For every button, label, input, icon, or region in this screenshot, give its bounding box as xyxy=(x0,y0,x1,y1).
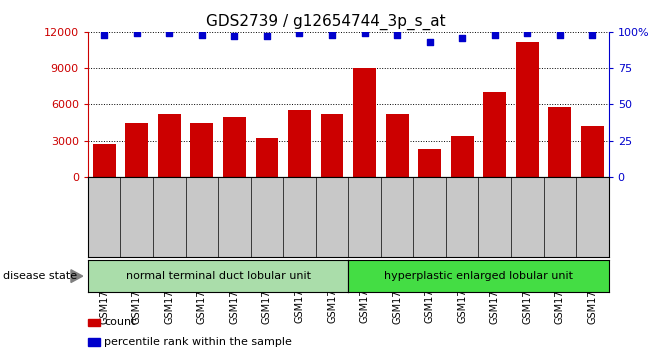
Bar xyxy=(581,126,604,177)
Point xyxy=(490,32,500,38)
Text: GDS2739 / g12654744_3p_s_at: GDS2739 / g12654744_3p_s_at xyxy=(206,14,445,30)
Bar xyxy=(321,114,344,177)
Point xyxy=(164,30,174,36)
Point xyxy=(197,32,207,38)
Point xyxy=(392,32,402,38)
Point xyxy=(424,39,435,45)
Point xyxy=(229,33,240,39)
Bar xyxy=(191,122,214,177)
Text: count: count xyxy=(104,317,135,327)
Bar xyxy=(88,338,100,346)
Point xyxy=(327,32,337,38)
Bar xyxy=(93,144,116,177)
Bar xyxy=(419,149,441,177)
Point xyxy=(132,30,142,36)
Bar xyxy=(158,114,181,177)
Polygon shape xyxy=(71,270,83,282)
Point xyxy=(587,32,598,38)
Bar xyxy=(549,107,572,177)
Text: normal terminal duct lobular unit: normal terminal duct lobular unit xyxy=(126,271,311,281)
Point xyxy=(359,30,370,36)
Bar xyxy=(288,110,311,177)
Point xyxy=(555,32,565,38)
Point xyxy=(99,32,109,38)
Bar xyxy=(256,138,279,177)
Point xyxy=(522,30,533,36)
Bar xyxy=(125,122,148,177)
Point xyxy=(262,33,272,39)
Text: percentile rank within the sample: percentile rank within the sample xyxy=(104,337,292,347)
Point xyxy=(457,35,467,40)
Bar xyxy=(451,136,474,177)
Bar xyxy=(483,92,506,177)
Text: hyperplastic enlarged lobular unit: hyperplastic enlarged lobular unit xyxy=(384,271,573,281)
Point xyxy=(294,30,305,36)
Bar xyxy=(516,41,539,177)
Bar xyxy=(223,116,246,177)
Text: disease state: disease state xyxy=(3,271,77,281)
Bar xyxy=(353,68,376,177)
Bar xyxy=(386,114,409,177)
Bar xyxy=(88,319,100,326)
